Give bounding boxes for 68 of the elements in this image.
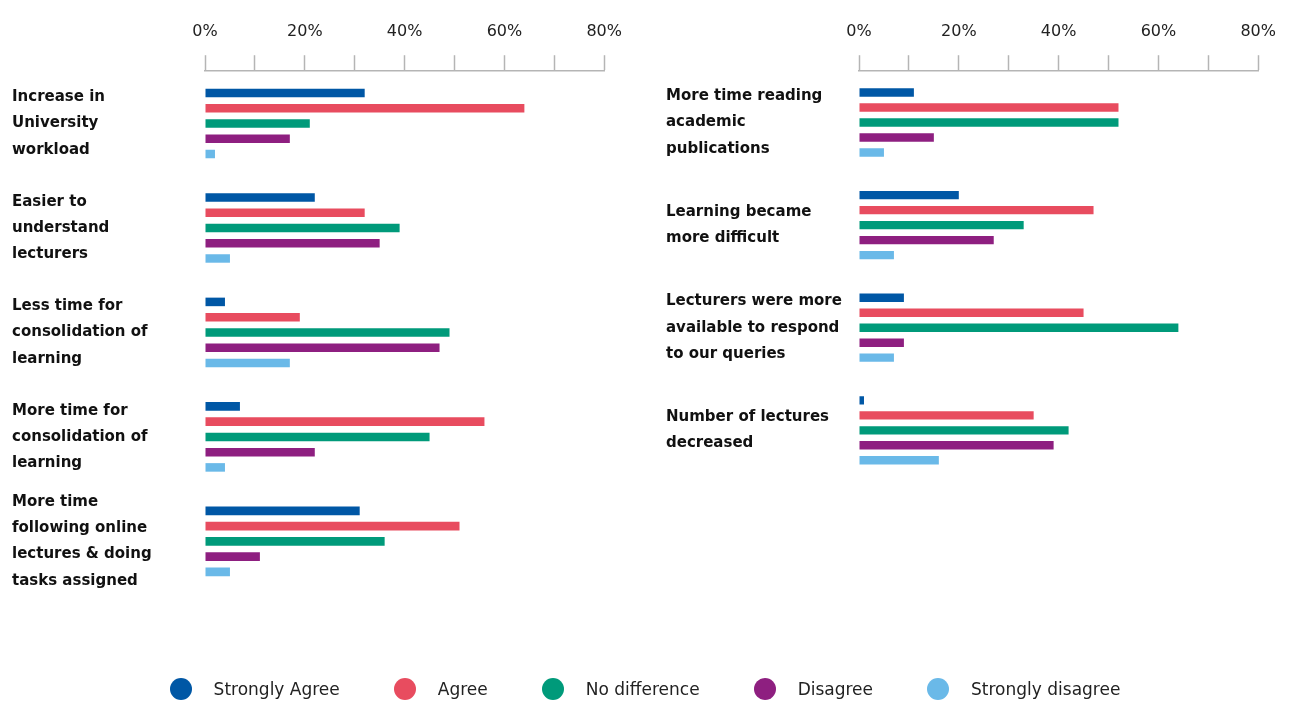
bar: [205, 537, 385, 546]
bar: [859, 426, 1069, 435]
bar: [205, 254, 230, 263]
x-tick-label: 20%: [287, 20, 323, 40]
y-tick-label: More time following online lectures & doing tasks assigned: [12, 491, 152, 589]
bar: [205, 447, 315, 457]
y-tick-label: Easier to understand lecturers: [12, 191, 110, 263]
bar: [205, 134, 290, 143]
bar: [205, 506, 360, 516]
legend-label: Agree: [437, 679, 488, 699]
bar: [205, 567, 230, 577]
bar: [859, 293, 904, 302]
bar: [859, 88, 914, 97]
bar: [205, 417, 485, 426]
y-tick-label: Number of lectures decreased: [666, 407, 830, 452]
bar: [859, 353, 894, 362]
bar: [205, 223, 400, 233]
x-tick-label: 20%: [941, 20, 977, 40]
bar: [205, 402, 240, 411]
bar: [859, 456, 939, 465]
bar: [859, 133, 934, 142]
bar: [205, 463, 225, 472]
y-tick-label: Lecturers were more available to respond to our queries: [666, 291, 842, 362]
x-tick-label: 60%: [1140, 20, 1177, 40]
x-tick-label: 80%: [1240, 20, 1276, 40]
x-tick-label: 0%: [192, 20, 218, 40]
legend-label: Disagree: [797, 679, 874, 699]
x-tick-label: 40%: [386, 20, 423, 40]
legend-label: Strongly disagree: [971, 679, 1121, 699]
bar: [859, 118, 1119, 127]
bar: [205, 312, 300, 322]
bar: [859, 220, 1024, 230]
bar: [205, 238, 380, 248]
bar: [859, 323, 1179, 332]
legend-label: Strongly Agree: [213, 679, 340, 699]
y-tick-label: Less time for consolidation of learning: [12, 296, 149, 367]
bar: [859, 190, 959, 200]
bar: [859, 338, 904, 347]
bar: [859, 308, 1084, 317]
y-tick-label: Learning became more difficult: [666, 201, 812, 247]
bar: [859, 441, 1054, 450]
bar: [859, 411, 1034, 420]
bar: [859, 148, 884, 157]
bar: [205, 103, 525, 113]
x-tick-label: 80%: [586, 20, 622, 40]
y-tick-label: More time reading academic publications: [666, 86, 823, 157]
bar: [859, 103, 1119, 112]
bar: [859, 396, 864, 405]
y-tick-label: Increase in University workload: [12, 87, 105, 158]
bar: [205, 343, 440, 352]
bar: [859, 235, 994, 245]
x-tick-label: 40%: [1040, 20, 1077, 40]
y-tick-label: More time for consolidation of learning: [12, 400, 149, 472]
bar: [205, 297, 225, 307]
bar: [205, 88, 365, 98]
legend-label: No difference: [585, 679, 700, 699]
x-tick-label: 0%: [846, 20, 872, 40]
bar: [859, 250, 894, 260]
bar: [205, 552, 260, 561]
bar: [205, 432, 430, 442]
bar: [205, 119, 310, 128]
bar: [205, 193, 315, 202]
bar: [205, 328, 450, 337]
bar: [859, 205, 1094, 215]
bar: [205, 521, 460, 531]
bar: [205, 358, 290, 368]
x-tick-label: 60%: [486, 20, 523, 40]
bar: [205, 208, 365, 217]
